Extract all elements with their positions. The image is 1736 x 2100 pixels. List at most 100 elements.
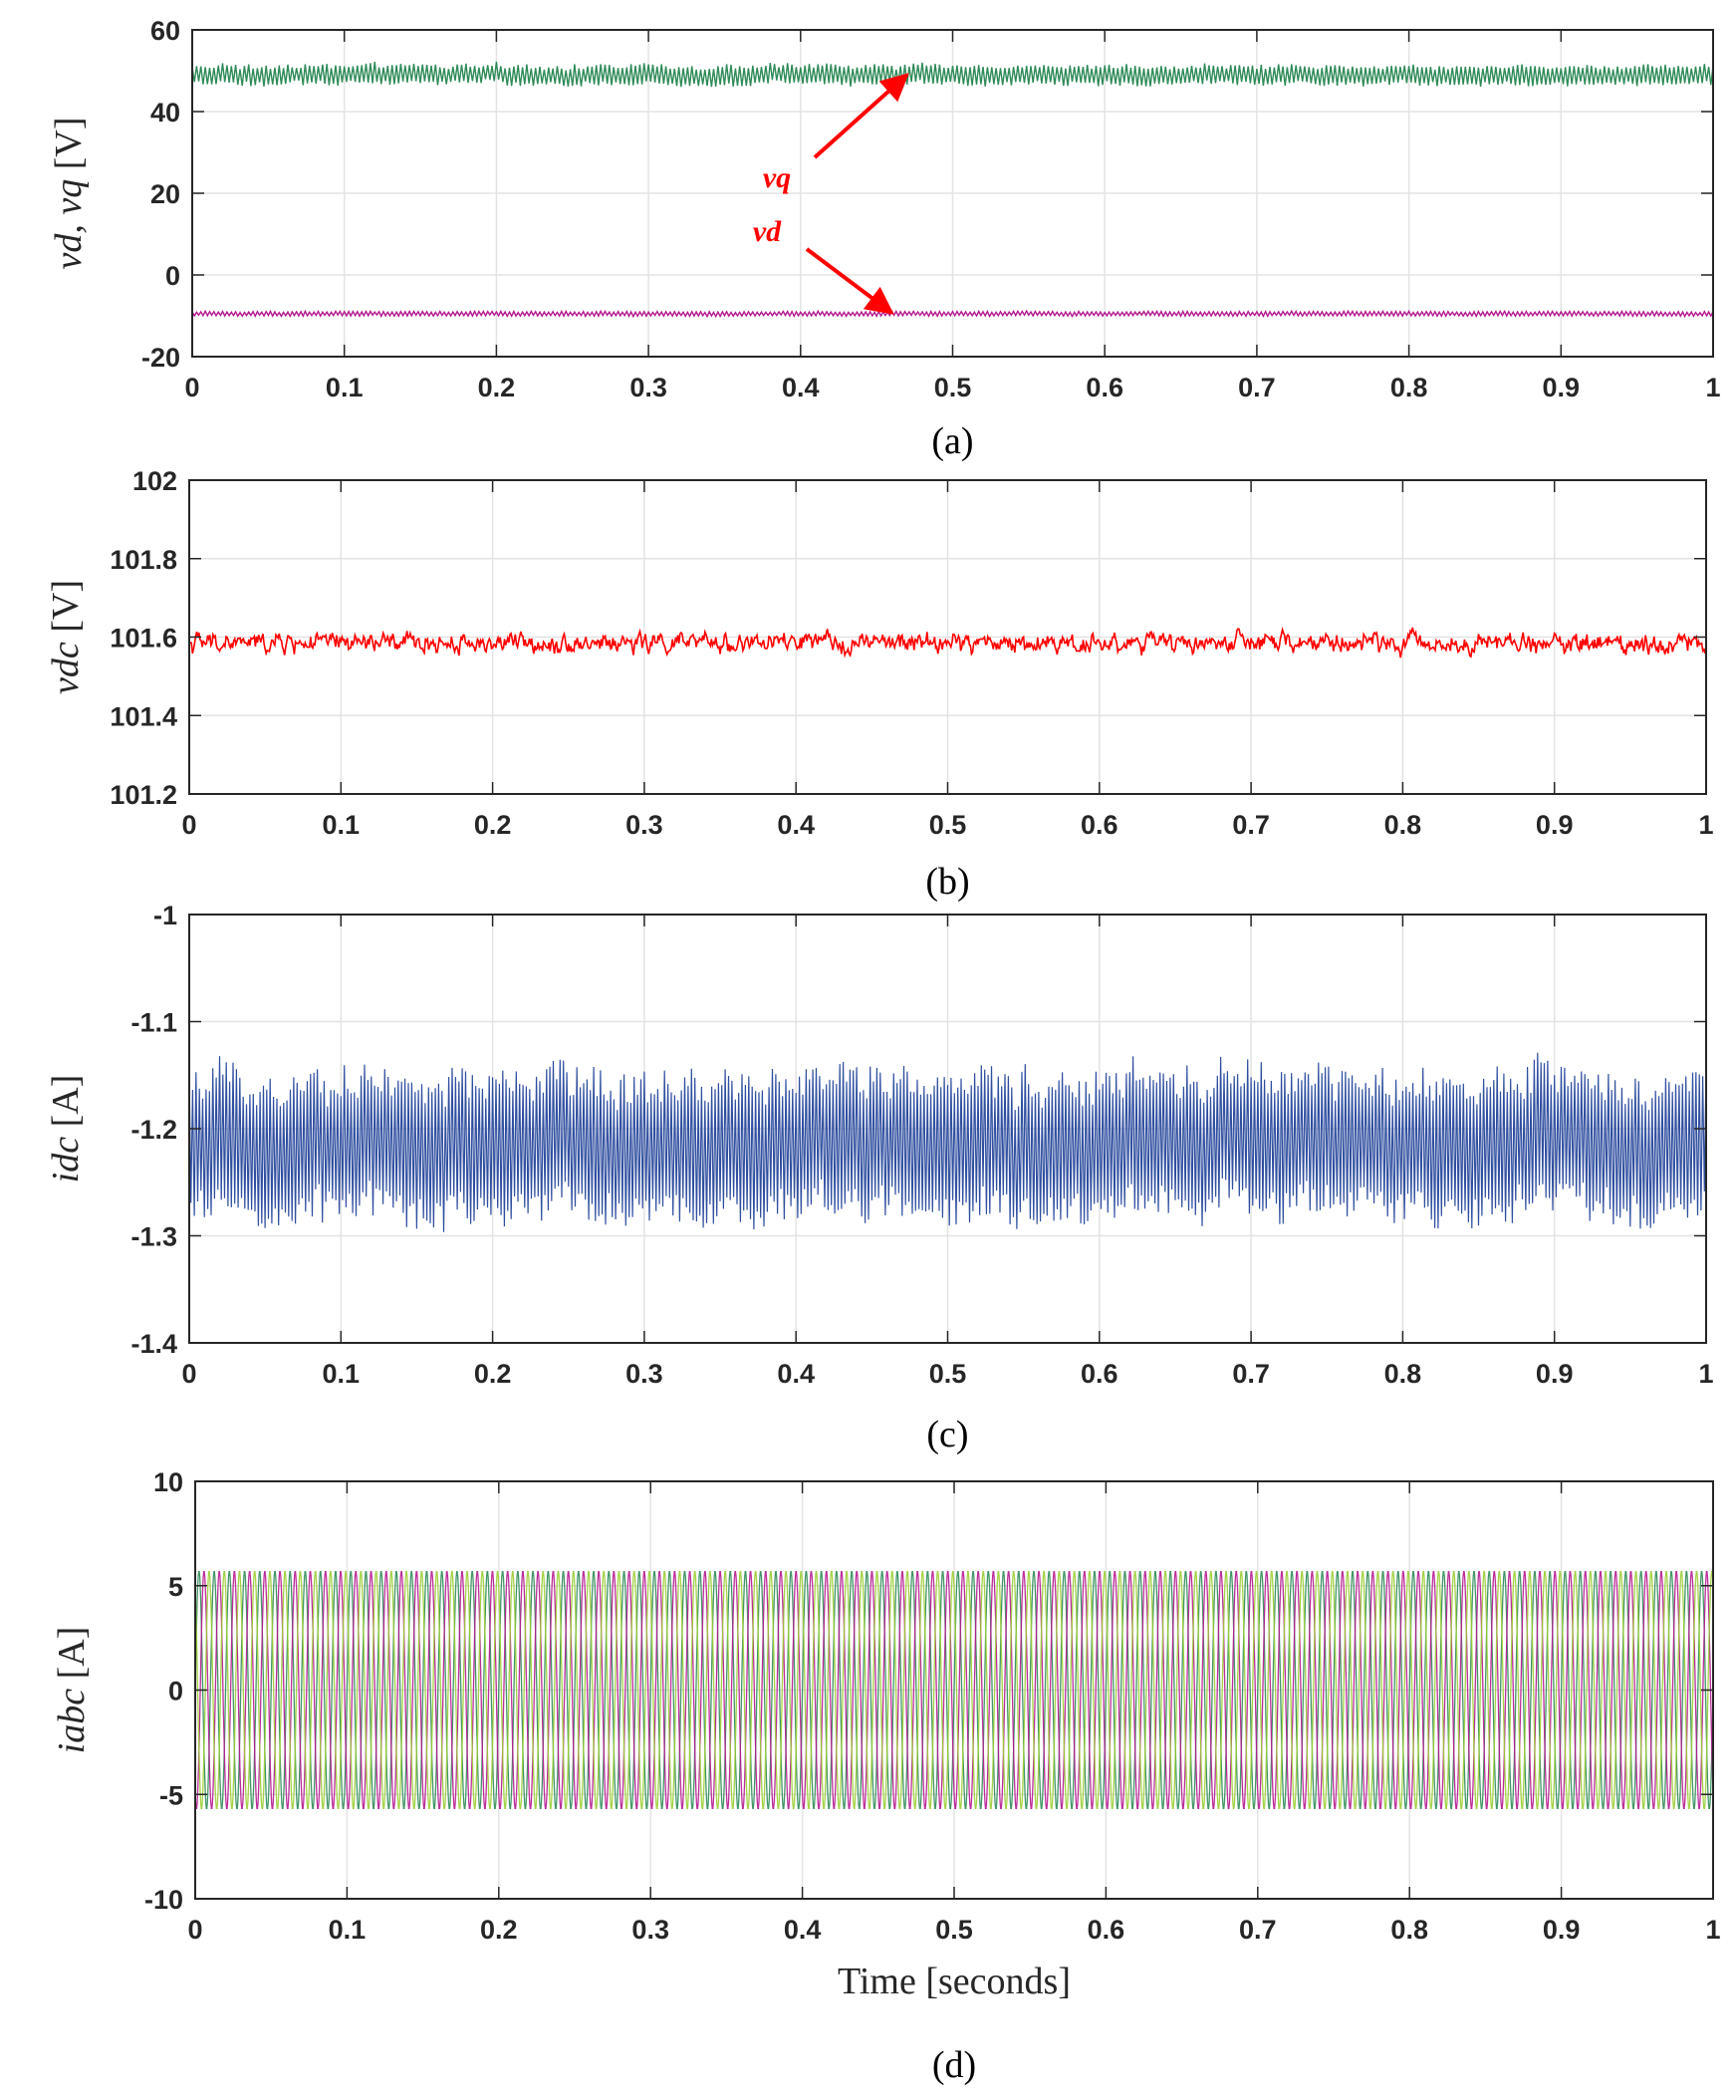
x-tick-label: 0.8 <box>1390 1915 1428 1945</box>
x-tick-label: 1 <box>1705 373 1720 402</box>
x-tick-label: 0.8 <box>1384 1359 1422 1389</box>
y-axis-label-vars: vdc <box>45 633 87 694</box>
x-tick-label: 0 <box>181 1359 196 1389</box>
x-tick-label: 0.4 <box>777 1359 815 1389</box>
y-tick-label: 101.8 <box>110 545 177 575</box>
y-tick-label: 10 <box>153 1467 183 1497</box>
annotation-arrow-v_d <box>805 247 894 315</box>
y-tick-label: 101.6 <box>110 624 177 654</box>
series-group <box>191 61 1714 319</box>
x-tick-label: 0.7 <box>1232 1359 1270 1389</box>
chart-panel-d: 0 0.1 0.2 0.3 0.4 0.5 0.6 0.7 0.8 0.9 1 -10 -5 0 5 10 ia… <box>51 1467 1721 2086</box>
y-tick-label: 101.4 <box>110 701 177 731</box>
series-line-i_b <box>194 1571 1714 1809</box>
series-group <box>188 626 1707 658</box>
series-line-i_c <box>194 1571 1714 1809</box>
x-tick-label: 0.7 <box>1239 1915 1277 1945</box>
y-axis-label: vdc [V] <box>45 580 87 694</box>
y-axis-label-unit: [V] <box>48 118 90 170</box>
y-axis-label: idc [A] <box>45 1075 87 1183</box>
y-tick-label: -1.4 <box>130 1329 177 1359</box>
series-group <box>194 1571 1714 1809</box>
y-axis-label-vars: idc <box>45 1127 87 1182</box>
x-tick-label: 0.8 <box>1390 373 1428 402</box>
y-tick-label: -10 <box>144 1885 183 1915</box>
x-tick-label: 0.3 <box>629 373 667 402</box>
chart-panel-b: 0 0.1 0.2 0.3 0.4 0.5 0.6 0.7 0.8 0.9 1 101.2 101.4 1… <box>45 466 1714 903</box>
x-tick-label: 0.8 <box>1384 810 1422 840</box>
x-tick-label: 1 <box>1705 1915 1720 1945</box>
series-line-i_a <box>194 1571 1714 1809</box>
x-tick-label: 0.1 <box>329 1915 367 1945</box>
x-tick-label: 0.5 <box>935 1915 973 1945</box>
x-tick-label: 0.3 <box>625 1359 663 1389</box>
y-tick-label: 5 <box>168 1572 183 1602</box>
series-line-v_q <box>191 61 1714 88</box>
annotation-v_q: vq <box>763 161 791 194</box>
y-tick-label: -1.2 <box>130 1115 177 1145</box>
x-tick-label: 0.2 <box>480 1915 518 1945</box>
y-axis-label-vars: iabc <box>51 1679 93 1753</box>
x-tick-label: 0.3 <box>625 810 663 840</box>
x-tick-label: 0.6 <box>1088 1915 1125 1945</box>
series-line-v_dc <box>188 626 1707 658</box>
x-tick-label: 0.2 <box>478 373 516 402</box>
series-line-v_d <box>191 309 1714 319</box>
x-tick-label: 0.9 <box>1536 1359 1574 1389</box>
x-tick-label: 0.9 <box>1543 373 1581 402</box>
y-tick-label: 40 <box>150 98 180 128</box>
x-tick-label: 0.5 <box>929 810 967 840</box>
x-tick-label: 0.6 <box>1081 1359 1118 1389</box>
panel-caption: (a) <box>931 420 973 462</box>
x-tick-label: 1 <box>1698 810 1713 840</box>
x-tick-label: 0.2 <box>474 1359 512 1389</box>
y-tick-label: -1.1 <box>130 1008 177 1038</box>
x-tick-label: 0 <box>181 810 196 840</box>
y-tick-label: 0 <box>168 1677 183 1706</box>
x-tick-label: 0.7 <box>1232 810 1270 840</box>
x-tick-label: 0.6 <box>1081 810 1118 840</box>
y-tick-label: 102 <box>132 466 177 496</box>
x-tick-label: 0 <box>184 373 199 402</box>
y-axis-label: iabc [A] <box>51 1627 93 1754</box>
y-tick-label: 101.2 <box>110 780 177 810</box>
y-tick-label: -1.3 <box>130 1222 177 1252</box>
x-tick-label: 0.5 <box>934 373 972 402</box>
annotation-arrow-v_q <box>813 73 909 159</box>
panel-caption: (c) <box>926 1414 968 1455</box>
x-tick-label: 0.6 <box>1086 373 1123 402</box>
y-axis-label-unit: [V] <box>45 580 87 633</box>
x-tick-label: 0.2 <box>474 810 512 840</box>
y-axis-label-unit: [A] <box>51 1627 93 1680</box>
x-tick-label: 0.4 <box>784 1915 822 1945</box>
x-tick-label: 0.7 <box>1238 373 1276 402</box>
x-axis-label: Time [seconds] <box>838 1961 1071 2002</box>
y-tick-label: 60 <box>150 16 180 46</box>
x-tick-label: 0.1 <box>323 1359 361 1389</box>
x-tick-label: 0 <box>187 1915 202 1945</box>
y-tick-label: -20 <box>141 343 180 373</box>
chart-panel-c: 0 0.1 0.2 0.3 0.4 0.5 0.6 0.7 0.8 0.9 1 -1.4 -1.3 -1.… <box>45 901 1714 1455</box>
x-tick-label: 0.4 <box>782 373 820 402</box>
x-tick-label: 0.4 <box>777 810 815 840</box>
x-tick-label: 0.9 <box>1536 810 1574 840</box>
y-tick-label: -1 <box>153 901 177 930</box>
x-tick-label: 0.5 <box>929 1359 967 1389</box>
x-tick-label: 0.1 <box>323 810 361 840</box>
series-line-i_dc <box>188 1052 1707 1232</box>
x-tick-label: 1 <box>1698 1359 1713 1389</box>
y-axis-label-unit: [A] <box>45 1075 87 1128</box>
annotation-v_d: vd <box>753 215 782 248</box>
x-tick-label: 0.1 <box>326 373 364 402</box>
y-tick-label: -5 <box>159 1780 183 1810</box>
chart-panel-a: 0 0.1 0.2 0.3 0.4 0.5 0.6 0.7 0.8 0.9 1-200204060v… <box>48 16 1721 462</box>
panel-caption: (b) <box>925 861 969 903</box>
y-tick-label: 20 <box>150 179 180 209</box>
y-axis-label: vd, vq [V] <box>48 118 90 270</box>
panel-caption: (d) <box>932 2044 976 2086</box>
y-axis-label-vars: vd, vq <box>48 169 90 269</box>
x-tick-label: 0.3 <box>631 1915 669 1945</box>
y-tick-label: 0 <box>165 261 180 291</box>
x-tick-label: 0.9 <box>1543 1915 1581 1945</box>
